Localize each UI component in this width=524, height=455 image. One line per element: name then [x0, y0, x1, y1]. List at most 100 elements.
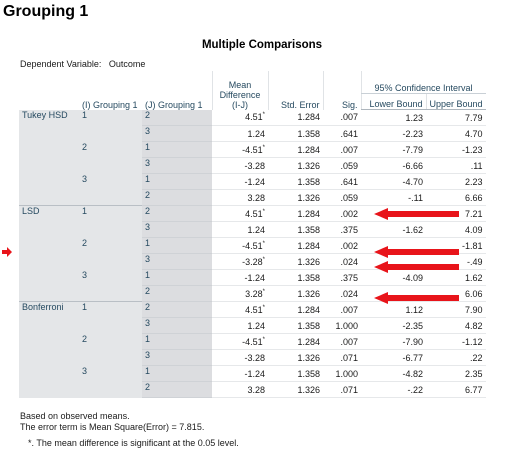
method-label: LSD — [19, 205, 79, 302]
std-error-cell: 1.326 — [268, 157, 323, 174]
j-group-label: 1 — [142, 365, 212, 382]
upper-bound-header: Upper Bound — [425, 93, 486, 110]
upper-bound-cell: 4.09 — [426, 221, 486, 238]
significance-marker: * — [262, 256, 265, 263]
lower-bound-cell: 1.12 — [361, 301, 426, 318]
mean-difference-cell: -3.28* — [212, 253, 268, 270]
mean-difference-cell: -4.51* — [212, 237, 268, 254]
j-group-label: 3 — [142, 221, 212, 238]
j-group-label: 2 — [142, 189, 212, 206]
mean-difference-value: 4.51 — [245, 208, 263, 219]
sig-cell: 1.000 — [323, 365, 361, 382]
lower-bound-cell: -4.82 — [361, 365, 426, 382]
sig-cell: .007 — [323, 109, 361, 126]
i-group-label: 1 — [79, 301, 142, 334]
mean-difference-cell: 4.51* — [212, 301, 268, 318]
j-group-label: 1 — [142, 333, 212, 350]
mean-difference-cell: -1.24 — [212, 365, 268, 382]
i-group-header: (I) Grouping 1 — [82, 99, 138, 110]
j-group-label: 1 — [142, 141, 212, 158]
sig-cell: .375 — [323, 221, 361, 238]
table-row: 2 1 -4.51* 1.284.007 -7.79 -1.23 — [19, 141, 486, 174]
sig-cell: 1.000 — [323, 317, 361, 334]
lower-bound-cell: -4.09 — [361, 269, 426, 286]
mean-difference-value: -4.51 — [242, 336, 263, 347]
mean-difference-value: 1.24 — [247, 128, 265, 139]
upper-bound-cell: 6.77 — [426, 381, 486, 398]
dependent-variable-label: Dependent Variable: — [20, 59, 102, 69]
significance-marker: * — [262, 288, 265, 295]
sig-header: Sig. — [322, 71, 361, 110]
i-group-label: 1 — [79, 109, 142, 142]
table-row: 3 1.24 1.358.641 -2.23 4.70 — [19, 125, 486, 142]
mean-difference-cell: 3.28 — [212, 189, 268, 206]
mean-difference-value: -3.28 — [242, 256, 263, 267]
std-error-cell: 1.284 — [268, 109, 323, 126]
j-group-label: 3 — [142, 125, 212, 142]
footnote-error-term: The error term is Mean Square(Error) = 7… — [20, 422, 205, 432]
i-group-label: 2 — [79, 237, 142, 270]
table-row: 2 1 -4.51* 1.284.007 -7.90 -1.12 — [19, 333, 486, 366]
std-error-cell: 1.358 — [268, 221, 323, 238]
sig-cell: .024 — [323, 285, 361, 302]
mean-difference-cell: -4.51* — [212, 141, 268, 158]
mean-difference-value: 1.24 — [247, 320, 265, 331]
j-group-label: 1 — [142, 237, 212, 254]
lower-bound-cell — [361, 253, 426, 270]
upper-bound-cell: 2.23 — [426, 173, 486, 190]
confidence-interval-header: 95% Confidence Interval — [360, 71, 486, 94]
sig-cell: .641 — [323, 125, 361, 142]
j-group-label: 2 — [142, 285, 212, 302]
table-row: Bonferroni 1 2 4.51* 1.284.007 1.12 7.90 — [19, 301, 486, 398]
j-group-header: (J) Grouping 1 — [145, 99, 203, 110]
std-error-cell: 1.284 — [268, 205, 323, 222]
sig-cell: .059 — [323, 157, 361, 174]
mean-difference-value: -4.51 — [242, 144, 263, 155]
upper-bound-cell: 7.90 — [426, 301, 486, 318]
std-error-cell: 1.358 — [268, 365, 323, 382]
lower-bound-cell: -4.70 — [361, 173, 426, 190]
sig-cell: .375 — [323, 269, 361, 286]
i-group-label: 3 — [79, 365, 142, 398]
mean-difference-cell: -3.28 — [212, 157, 268, 174]
j-group-label: 3 — [142, 317, 212, 334]
upper-bound-cell: .11 — [426, 157, 486, 174]
table-row: 2 3.28 1.326.071 -.22 6.77 — [19, 381, 486, 398]
j-group-label: 2 — [142, 205, 212, 222]
mean-difference-value: 4.51 — [245, 112, 263, 123]
mean-difference-value: -1.24 — [244, 176, 265, 187]
comparisons-body: Tukey HSD 1 2 4.51* 1.284.007 1.23 7.79 3 1.24 1.… — [19, 109, 486, 398]
sig-cell: .641 — [323, 173, 361, 190]
std-error-cell: 1.326 — [268, 285, 323, 302]
mean-difference-value: -4.51 — [242, 240, 263, 251]
significance-marker: * — [262, 144, 265, 151]
upper-bound-cell: 4.70 — [426, 125, 486, 142]
upper-bound-cell: -.49 — [426, 253, 486, 270]
mean-difference-value: 3.28 — [247, 192, 265, 203]
table-row: LSD 1 2 4.51* 1.284.002 7.21 — [19, 205, 486, 302]
lower-bound-cell — [361, 205, 426, 222]
lower-bound-cell: -.22 — [361, 381, 426, 398]
method-label: Tukey HSD — [19, 109, 79, 206]
upper-bound-cell: 7.21 — [426, 205, 486, 222]
j-group-label: 3 — [142, 157, 212, 174]
significance-marker: * — [262, 336, 265, 343]
mean-difference-value: 4.51 — [245, 304, 263, 315]
lower-bound-cell: -2.35 — [361, 317, 426, 334]
table-title: Multiple Comparisons — [201, 39, 323, 51]
mean-difference-cell: -3.28 — [212, 349, 268, 366]
sig-cell: .007 — [323, 333, 361, 350]
lower-bound-cell: -6.77 — [361, 349, 426, 366]
sig-cell: .024 — [323, 253, 361, 270]
footnote-based-on: Based on observed means. — [20, 411, 130, 421]
method-header — [19, 71, 79, 110]
mean-difference-cell: -1.24 — [212, 173, 268, 190]
lower-bound-cell: -1.62 — [361, 221, 426, 238]
mean-difference-value: -1.24 — [244, 368, 265, 379]
std-error-cell: 1.284 — [268, 237, 323, 254]
sig-cell: .002 — [323, 205, 361, 222]
upper-bound-cell: 7.79 — [426, 109, 486, 126]
table-row: Tukey HSD 1 2 4.51* 1.284.007 1.23 7.79 — [19, 109, 486, 206]
lower-bound-cell: -.11 — [361, 189, 426, 206]
i-group-label: 3 — [79, 269, 142, 302]
